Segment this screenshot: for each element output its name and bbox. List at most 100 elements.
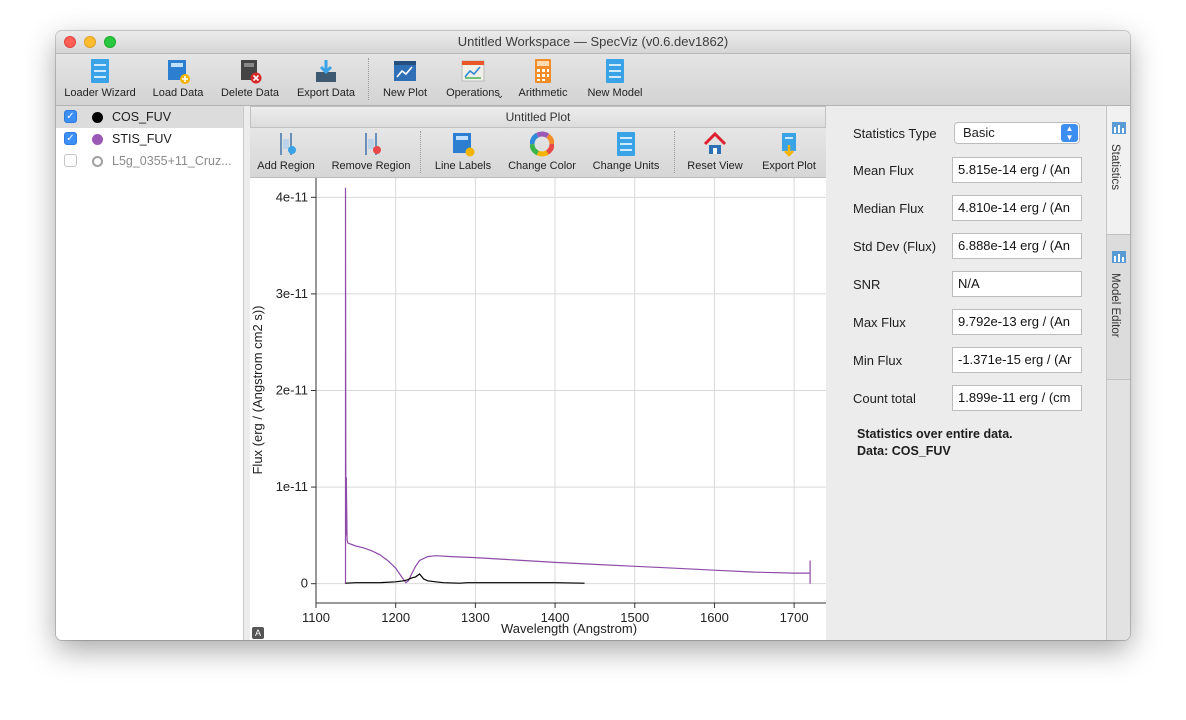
x-tick-label: 1200 — [381, 610, 410, 625]
dataset-checkbox[interactable]: ✓ — [64, 132, 77, 145]
dataset-list: ✓ COS_FUV ✓ STIS_FUV L5g_0355+11_Cruz... — [56, 106, 244, 640]
statistics-note: Statistics over entire data. — [857, 427, 1013, 441]
x-axis-label: Wavelength (Angstrom) — [501, 621, 637, 636]
toolbar-separator — [420, 131, 422, 173]
x-tick-label: 1400 — [541, 610, 570, 625]
statistics-data-source: Data: COS_FUV — [857, 444, 951, 458]
stat-label-snr: SNR — [853, 277, 881, 292]
y-tick-label: 3e-11 — [276, 286, 308, 301]
dataset-color-dot — [92, 134, 103, 145]
loader-wizard-button[interactable]: Loader Wizard — [60, 54, 140, 105]
stat-label-max: Max Flux — [853, 315, 906, 330]
auto-range-button[interactable]: A — [252, 627, 264, 639]
y-tick-label: 2e-11 — [276, 383, 308, 398]
count-total-field[interactable]: 1.899e-11 erg / (cm — [952, 385, 1082, 411]
stat-label-min: Min Flux — [853, 353, 903, 368]
window-title: Untitled Workspace — SpecViz (v0.6.dev18… — [457, 34, 729, 49]
dataset-name: STIS_FUV — [112, 132, 172, 146]
dataset-checkbox[interactable]: ✓ — [64, 110, 77, 123]
x-tick-label: 1100 — [302, 610, 330, 625]
snr-field[interactable]: N/A — [952, 271, 1082, 297]
calculator-icon — [535, 59, 551, 83]
stat-label-stddev: Std Dev (Flux) — [853, 239, 937, 254]
change-units-button[interactable]: Change Units — [590, 128, 662, 177]
zoom-window-button[interactable] — [104, 36, 116, 48]
reset-view-button[interactable]: Reset View — [682, 128, 748, 177]
x-tick-label: 1500 — [620, 610, 649, 625]
statistics-type-label: Statistics Type — [853, 126, 937, 141]
close-window-button[interactable] — [64, 36, 76, 48]
change-units-icon — [617, 132, 635, 156]
new-plot-icon — [394, 61, 416, 81]
dataset-row[interactable]: ✓ STIS_FUV — [56, 128, 243, 150]
export-plot-icon — [782, 133, 796, 157]
plot-toolbar: Add Region Remove Region Line Labels — [250, 128, 826, 178]
dataset-color-dot — [92, 112, 103, 123]
statistics-type-select[interactable]: Basic ▲ ▼ — [954, 122, 1080, 144]
min-flux-field[interactable]: -1.371e-15 erg / (Ar — [952, 347, 1082, 373]
title-bar: Untitled Workspace — SpecViz (v0.6.dev18… — [56, 31, 1130, 54]
dataset-row[interactable]: ✓ COS_FUV — [56, 106, 243, 128]
mean-flux-field[interactable]: 5.815e-14 erg / (An — [952, 157, 1082, 183]
export-data-icon — [316, 60, 336, 82]
toolbar-separator — [368, 58, 370, 100]
bar-chart-icon — [1112, 122, 1126, 134]
y-tick-label: 1e-11 — [276, 479, 308, 494]
side-tab-bar: Statistics Model Editor — [1106, 106, 1130, 640]
tab-statistics[interactable]: Statistics — [1107, 106, 1130, 235]
new-model-button[interactable]: New Model — [582, 54, 648, 105]
line-labels-button[interactable]: Line Labels — [430, 128, 496, 177]
remove-region-button[interactable]: Remove Region — [330, 128, 412, 177]
plot-panel: Untitled Plot Add Region Remove Region L… — [250, 106, 826, 640]
app-window: Untitled Workspace — SpecViz (v0.6.dev18… — [56, 31, 1130, 640]
spectrum-chart[interactable]: 1100 1200 1300 1400 1500 1600 1700 0 1e-11 2e-11… — [250, 178, 826, 638]
minimize-window-button[interactable] — [84, 36, 96, 48]
std-dev-field[interactable]: 6.888e-14 erg / (An — [952, 233, 1082, 259]
main-toolbar: Loader Wizard Load Data Delete Data Expo… — [56, 54, 1130, 106]
max-flux-field[interactable]: 9.792e-13 erg / (An — [952, 309, 1082, 335]
tab-model-editor[interactable]: Model Editor — [1107, 235, 1130, 380]
stat-label-mean: Mean Flux — [853, 163, 914, 178]
select-stepper-icon: ▲ ▼ — [1061, 124, 1078, 142]
toolbar-separator — [674, 131, 676, 173]
export-plot-button[interactable]: Export Plot — [756, 128, 822, 177]
y-axis-label: Flux (erg / (Angstrom cm2 s)) — [250, 305, 265, 474]
line-labels-icon — [453, 133, 475, 157]
add-region-icon — [280, 133, 296, 155]
x-tick-label: 1300 — [461, 610, 490, 625]
chevron-down-icon: ⌄ — [496, 90, 504, 100]
statistics-panel: Statistics Type Basic ▲ ▼ Mean Flux 5.815… — [826, 106, 1106, 640]
x-tick-label: 1700 — [780, 610, 809, 625]
operations-icon — [461, 60, 485, 82]
load-data-button[interactable]: Load Data — [144, 54, 212, 105]
new-plot-button[interactable]: New Plot — [374, 54, 436, 105]
export-data-button[interactable]: Export Data — [292, 54, 360, 105]
delete-data-icon — [241, 60, 262, 84]
remove-region-icon — [365, 133, 381, 155]
add-region-button[interactable]: Add Region — [254, 128, 318, 177]
delete-data-button[interactable]: Delete Data — [216, 54, 284, 105]
dataset-color-dot — [92, 156, 103, 167]
x-tick-label: 1600 — [700, 610, 729, 625]
series-line-cos_fuv — [345, 573, 585, 584]
load-data-icon — [168, 60, 190, 84]
stat-label-median: Median Flux — [853, 201, 924, 216]
operations-menu-button[interactable]: Operations ⌄ — [440, 54, 506, 105]
dataset-row[interactable]: L5g_0355+11_Cruz... — [56, 150, 243, 172]
home-icon — [703, 131, 727, 154]
color-wheel-icon — [530, 131, 554, 157]
loader-wizard-icon — [91, 59, 109, 83]
series-line-stis_fuv — [344, 187, 811, 584]
dataset-name: L5g_0355+11_Cruz... — [112, 154, 232, 168]
stat-label-count: Count total — [853, 391, 916, 406]
dataset-checkbox[interactable] — [64, 154, 77, 167]
new-model-icon — [606, 59, 624, 83]
arithmetic-button[interactable]: Arithmetic — [512, 54, 574, 105]
median-flux-field[interactable]: 4.810e-14 erg / (An — [952, 195, 1082, 221]
dataset-name: COS_FUV — [112, 110, 172, 124]
y-tick-label: 4e-11 — [276, 189, 308, 204]
change-color-button[interactable]: Change Color — [506, 128, 578, 177]
bar-chart-icon — [1112, 251, 1126, 263]
plot-tab-title[interactable]: Untitled Plot — [250, 106, 826, 128]
y-tick-label: 0 — [301, 576, 308, 591]
